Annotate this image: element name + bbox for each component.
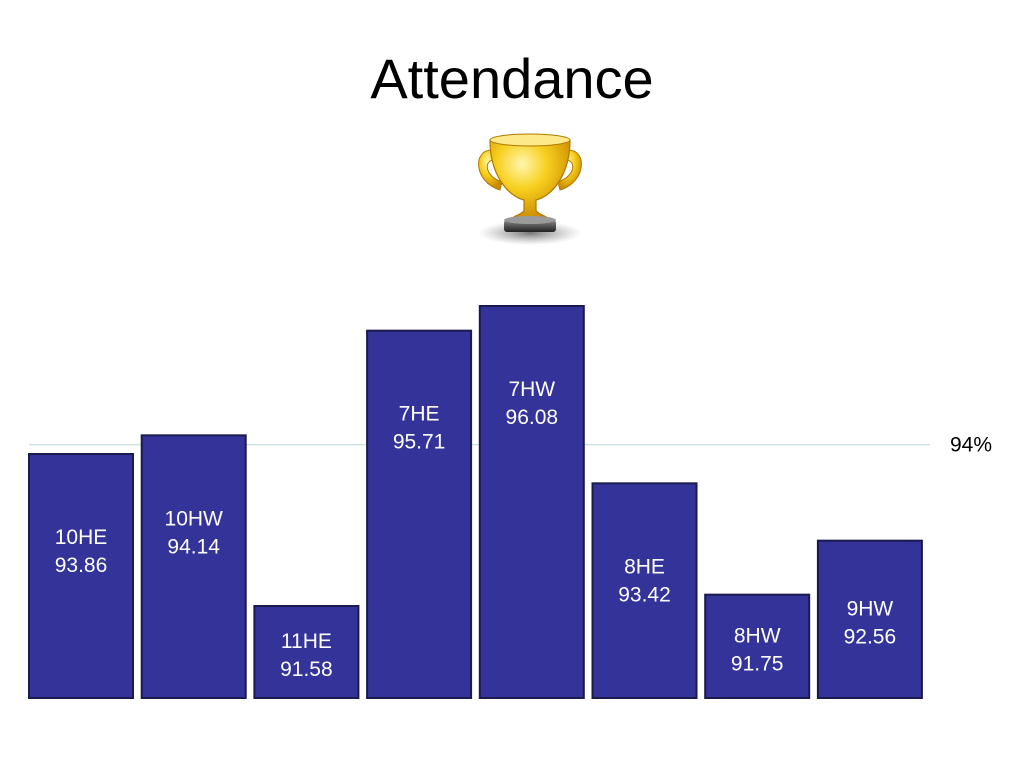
bar-value-label: 93.86 [55, 554, 108, 577]
bar-7he [366, 329, 473, 699]
reference-line-label: 94% [950, 434, 992, 457]
bar-11he [253, 605, 360, 699]
bar-category-label: 11HE [281, 630, 332, 653]
bar-value-label: 91.75 [731, 652, 784, 675]
bar-10he [28, 453, 134, 699]
bar-category-label: 7HW [508, 378, 555, 401]
bar-value-label: 93.42 [618, 583, 671, 606]
bar-category-label: 8HW [734, 624, 781, 647]
bar-category-label: 7HE [399, 403, 440, 426]
bar-value-label: 94.14 [167, 535, 220, 558]
bar-category-label: 9HW [847, 597, 894, 620]
bar-8hw [704, 593, 811, 700]
bar-value-label: 91.58 [280, 658, 333, 681]
bar-7hw [478, 305, 585, 699]
bars-group: 10HE 93.86 10HW 94.14 11HE 91.58 7HE 95.71 7HW 96… [28, 305, 923, 700]
bar-10hw [140, 434, 247, 699]
bar-category-label: 8HE [624, 555, 665, 578]
bar-value-label: 96.08 [506, 406, 559, 429]
bar-9hw [816, 539, 923, 700]
bar-category-label: 10HE [55, 526, 108, 549]
bar-value-label: 92.56 [844, 625, 897, 648]
trophy-icon [478, 133, 582, 245]
bar-value-label: 95.71 [393, 431, 446, 454]
bar-category-label: 10HW [165, 507, 224, 530]
bar-8he [591, 482, 698, 700]
slide-title: Attendance [370, 47, 654, 110]
